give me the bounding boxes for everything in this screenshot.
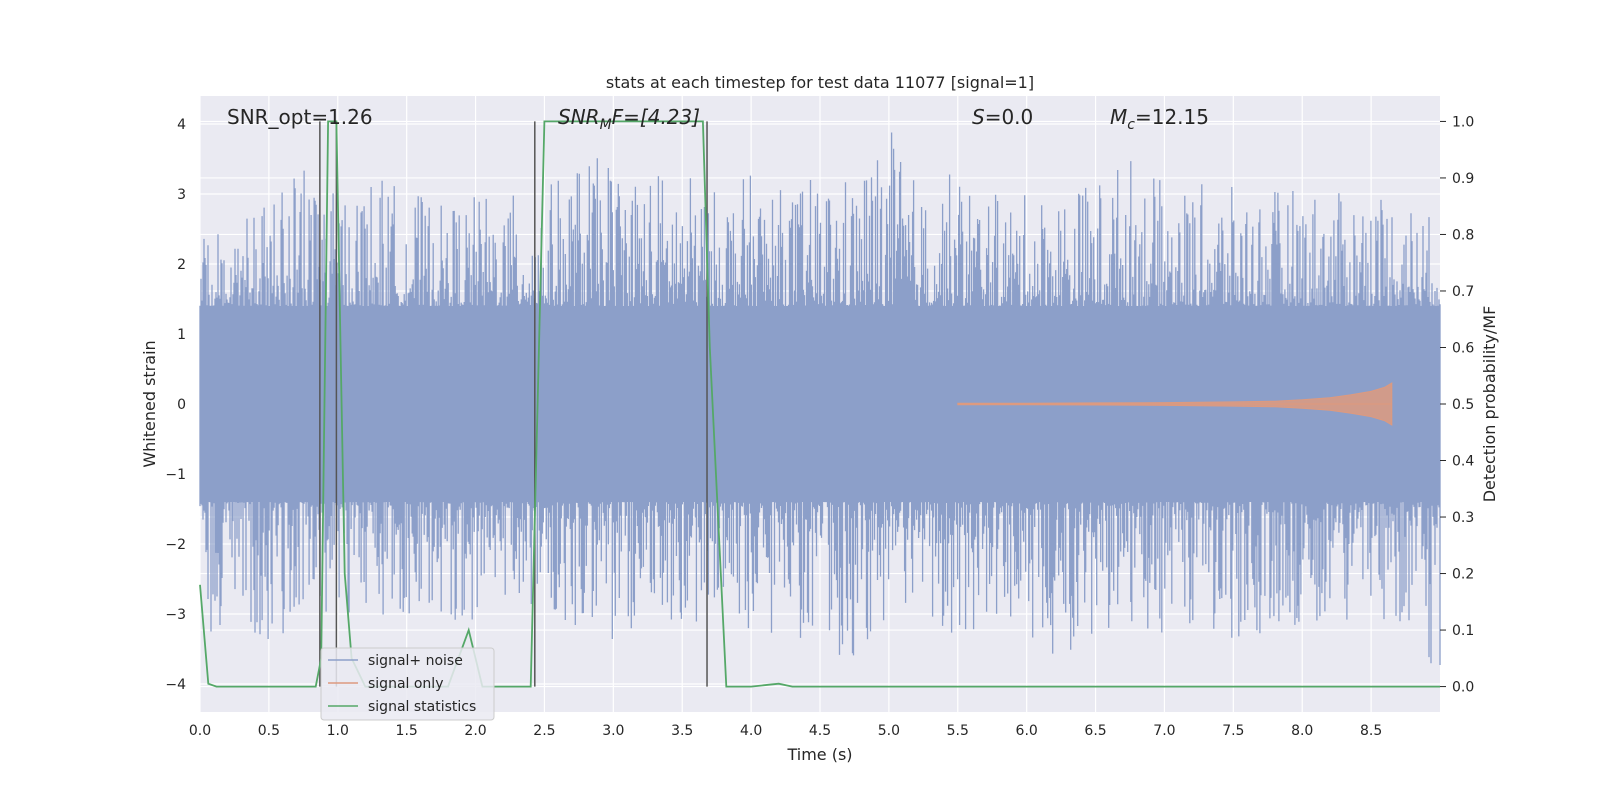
chart-title: stats at each timestep for test data 110… bbox=[606, 73, 1034, 92]
x-tick-label: 0.5 bbox=[258, 723, 280, 739]
legend-box bbox=[320, 647, 495, 721]
x-tick-label: 5.5 bbox=[947, 723, 969, 739]
y-tick-label: 0 bbox=[177, 397, 186, 413]
x-tick-label: 2.0 bbox=[464, 723, 486, 739]
legend: signal+ noise signal only signal statist… bbox=[320, 647, 495, 721]
x-tick-label: 8.5 bbox=[1360, 723, 1382, 739]
x-tick-label: 6.0 bbox=[1016, 723, 1038, 739]
vertical-markers bbox=[319, 121, 708, 687]
x-tick-label: 4.0 bbox=[740, 723, 762, 739]
y-axis-label: Whitened strain bbox=[140, 340, 159, 467]
annotation-s: S=0.0 bbox=[972, 105, 1033, 129]
legend-label-stats: signal statistics bbox=[368, 699, 476, 715]
y2-ticks: 0.0 0.1 0.2 0.3 0.4 0.5 0.6 0.7 0.8 0.9 1.0 bbox=[1440, 114, 1474, 696]
x-tick-label: 8.0 bbox=[1291, 723, 1313, 739]
x-tick-label: 1.0 bbox=[327, 723, 349, 739]
y2-tick-label: 0.0 bbox=[1452, 680, 1474, 696]
y2-tick-label: 0.1 bbox=[1452, 623, 1474, 639]
x-tick-label: 3.5 bbox=[671, 723, 693, 739]
signal-only-series bbox=[957, 382, 1393, 426]
y2-tick-label: 1.0 bbox=[1452, 114, 1474, 130]
x-tick-label: 3.0 bbox=[602, 723, 624, 739]
y2-tick-label: 0.6 bbox=[1452, 340, 1474, 356]
annotation-mc: Mc=12.15 bbox=[1110, 105, 1209, 133]
y2-tick-label: 0.7 bbox=[1452, 284, 1474, 300]
y2-tick-label: 0.8 bbox=[1452, 227, 1474, 243]
y-ticks: −4 −3 −2 −1 0 1 2 3 4 bbox=[165, 117, 186, 693]
y-tick-label: −2 bbox=[165, 537, 186, 553]
x-tick-label: 0.0 bbox=[189, 723, 211, 739]
y-tick-label: −4 bbox=[165, 677, 186, 693]
y2-axis-label: Detection probability/MF bbox=[1480, 306, 1499, 503]
x-tick-label: 4.5 bbox=[809, 723, 831, 739]
x-tick-label: 7.0 bbox=[1153, 723, 1175, 739]
y2-tick-label: 0.2 bbox=[1452, 567, 1474, 583]
y2-tick-label: 0.9 bbox=[1452, 171, 1474, 187]
y-tick-label: −3 bbox=[165, 607, 186, 623]
y-tick-label: 1 bbox=[177, 327, 186, 343]
y-tick-label: −1 bbox=[165, 467, 186, 483]
y-tick-label: 4 bbox=[177, 117, 186, 133]
y2-tick-label: 0.4 bbox=[1452, 454, 1474, 470]
x-tick-label: 6.5 bbox=[1084, 723, 1106, 739]
y2-tick-label: 0.3 bbox=[1452, 510, 1474, 526]
y2-tick-label: 0.5 bbox=[1452, 397, 1474, 413]
legend-label-signal: signal only bbox=[368, 676, 443, 692]
annotation-snr-mf: SNRMF=[4.23] bbox=[558, 105, 700, 133]
x-tick-label: 2.5 bbox=[533, 723, 555, 739]
legend-label-noise: signal+ noise bbox=[368, 653, 463, 669]
x-tick-label: 7.5 bbox=[1222, 723, 1244, 739]
y-tick-label: 3 bbox=[177, 187, 186, 203]
y-tick-label: 2 bbox=[177, 257, 186, 273]
x-tick-label: 5.0 bbox=[878, 723, 900, 739]
x-ticks: 0.0 0.5 1.0 1.5 2.0 2.5 3.0 3.5 4.0 4.5 5.0 5.5 6.0 6… bbox=[189, 723, 1382, 739]
x-axis-label: Time (s) bbox=[786, 745, 852, 764]
annotation-snr-opt: SNR_opt=1.26 bbox=[227, 105, 373, 129]
x-tick-label: 1.5 bbox=[396, 723, 418, 739]
